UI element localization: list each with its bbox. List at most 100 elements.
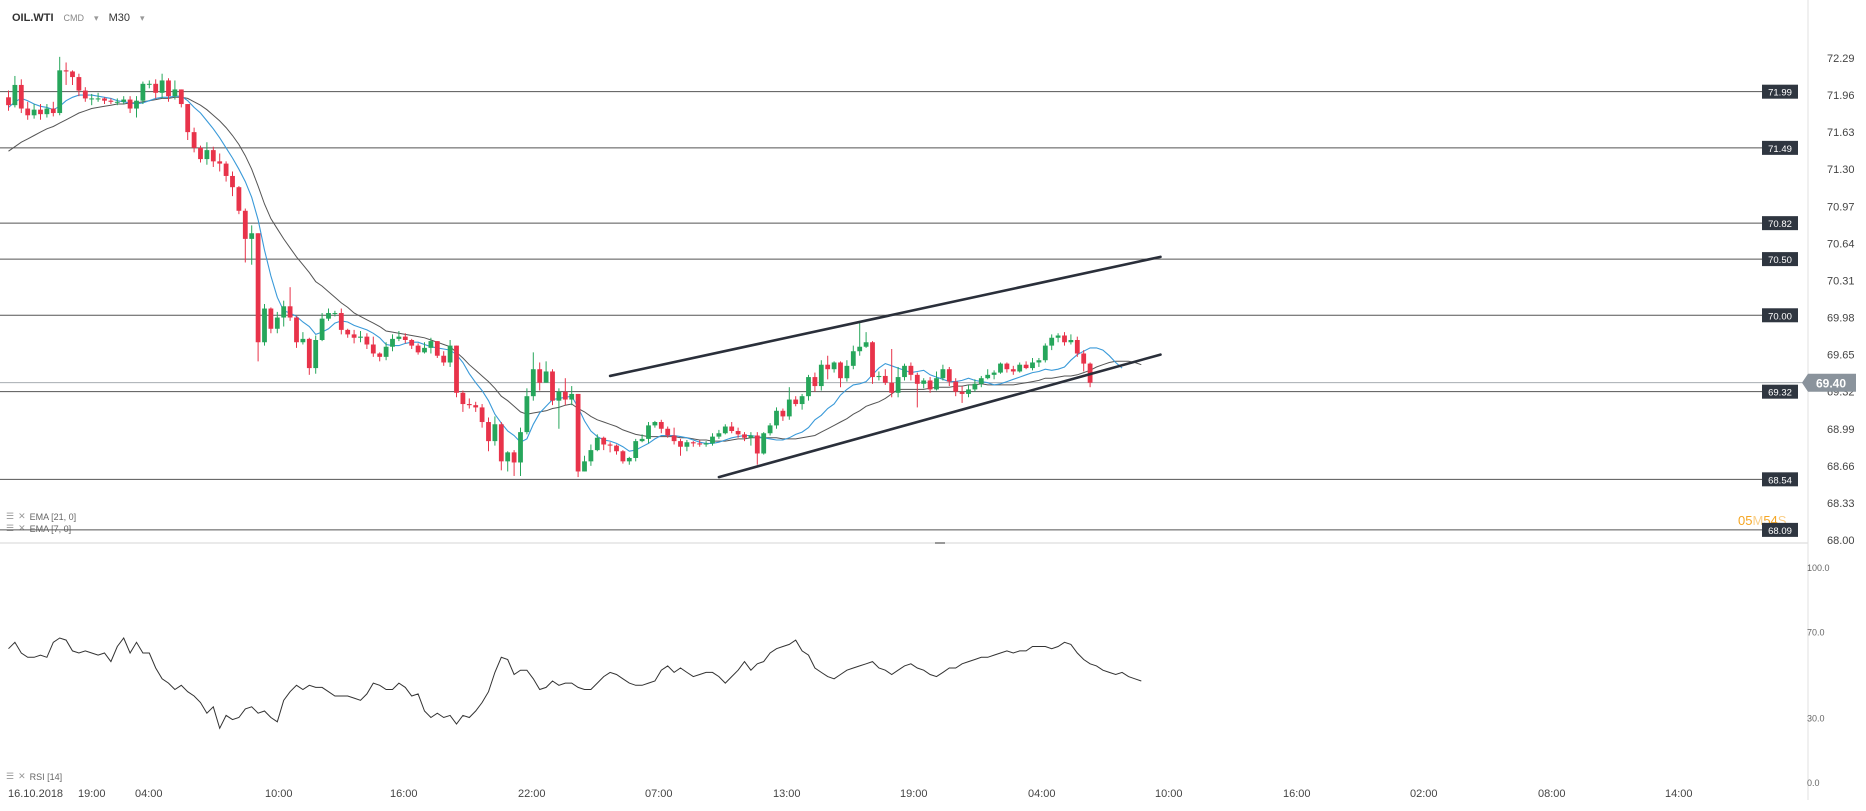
candle-body (678, 441, 683, 447)
candle-body (466, 404, 472, 406)
level-tag (1762, 308, 1798, 323)
candle-body (473, 405, 479, 408)
rsi-tick-label: 70.0 (1807, 628, 1825, 638)
candle-body (242, 210, 248, 239)
candle-body (838, 362, 843, 379)
settings-icon[interactable]: ☰ (6, 771, 15, 781)
candle-body (658, 422, 664, 429)
candle-body (159, 80, 165, 93)
candle-body (230, 175, 235, 188)
price-tick-label: 71.30 (1827, 164, 1855, 176)
candle-body (178, 89, 184, 105)
candle-body (799, 396, 805, 405)
level-tag-label: 70.00 (1768, 311, 1792, 322)
candle-body (550, 371, 555, 401)
candle-body (748, 435, 754, 438)
close-icon[interactable]: ✕ (18, 523, 26, 533)
candle-body (89, 98, 95, 100)
candle-body (447, 345, 453, 363)
candle-body (390, 338, 395, 347)
rsi-tick-label: 30.0 (1807, 714, 1825, 724)
symbol-dropdown-icon[interactable]: ▾ (94, 12, 99, 23)
timeframe-dropdown-icon[interactable]: ▾ (139, 12, 145, 23)
candle-body (530, 369, 536, 397)
candle-body (562, 391, 568, 400)
channel-trendline (717, 353, 1162, 479)
ema7-legend[interactable]: ☰ ✕ EMA [7, 0] (6, 523, 71, 534)
candle-body (825, 364, 831, 370)
candle-body (313, 340, 319, 369)
candle-body (601, 437, 607, 445)
rsi-tick-label: 100.0 (1807, 563, 1830, 573)
level-tag (1762, 472, 1798, 487)
level-tag-label: 71.49 (1768, 144, 1792, 155)
candle-body (1081, 353, 1087, 364)
candle-body (786, 399, 792, 417)
candle-body (108, 100, 114, 102)
candle-body (543, 371, 549, 383)
candle-body (806, 377, 811, 397)
close-icon[interactable]: ✕ (18, 511, 26, 521)
timeframe-label[interactable]: M30 (108, 12, 130, 24)
candle-body (294, 317, 299, 343)
rsi-line (8, 637, 1142, 730)
candle-body (511, 452, 517, 463)
candle-body (25, 108, 31, 116)
time-tick-label: 16:00 (1283, 788, 1311, 800)
candle-body (223, 163, 229, 176)
candle-body (614, 445, 619, 452)
candle-body (722, 426, 728, 434)
candle-body (626, 457, 632, 462)
price-tick-label: 69.65 (1827, 350, 1855, 362)
candle-body (754, 435, 760, 454)
candle-body (524, 396, 530, 433)
candle-body (486, 422, 491, 442)
settings-icon[interactable]: ☰ (6, 511, 15, 521)
countdown-minutes: 05 (1738, 513, 1753, 528)
candle-body (639, 438, 645, 442)
candle-body (876, 375, 882, 378)
candle-body (870, 342, 875, 378)
symbol-label[interactable]: OIL.WTI (12, 12, 54, 24)
candle-body (978, 378, 984, 384)
candle-body (441, 355, 447, 363)
settings-icon[interactable]: ☰ (6, 523, 15, 533)
candle-body (287, 306, 293, 318)
candle-body (409, 340, 415, 346)
ema21-line (8, 96, 1142, 442)
rsi-legend[interactable]: ☰ ✕ RSI [14] (6, 771, 62, 782)
candle-body (12, 84, 18, 106)
candle-body (665, 428, 671, 436)
market-label: CMD (63, 13, 85, 23)
candle-body (863, 342, 869, 347)
candle-body (146, 83, 152, 85)
candle-body (1017, 364, 1023, 372)
candle-body (460, 392, 466, 405)
level-tag-label: 68.54 (1768, 475, 1792, 486)
candle-body (358, 336, 363, 338)
candle-body (38, 109, 43, 115)
ema21-legend[interactable]: ☰ ✕ EMA [21, 0] (6, 511, 76, 522)
candle-body (914, 374, 920, 384)
candle-body (985, 374, 991, 379)
time-tick-label: 19:00 (78, 788, 106, 800)
candle-body (556, 391, 562, 401)
candle-body (671, 435, 677, 442)
time-tick-label: 16:00 (390, 788, 418, 800)
level-tag-label: 68.09 (1768, 526, 1792, 537)
level-tag (1762, 216, 1798, 231)
candle-body (633, 441, 639, 458)
candle-body (338, 313, 344, 330)
candle-body (1068, 340, 1074, 343)
close-icon[interactable]: ✕ (18, 771, 26, 781)
candle-body (774, 410, 779, 426)
candle-body (1004, 363, 1010, 370)
channel-trendline (608, 255, 1162, 378)
candle-body (844, 365, 850, 379)
countdown-minutes-unit: M (1752, 513, 1764, 528)
candle-body (281, 306, 287, 318)
candle-body (217, 161, 223, 164)
level-tag-label: 70.50 (1768, 255, 1792, 266)
time-tick-label: 16.10.2018 (8, 788, 63, 800)
